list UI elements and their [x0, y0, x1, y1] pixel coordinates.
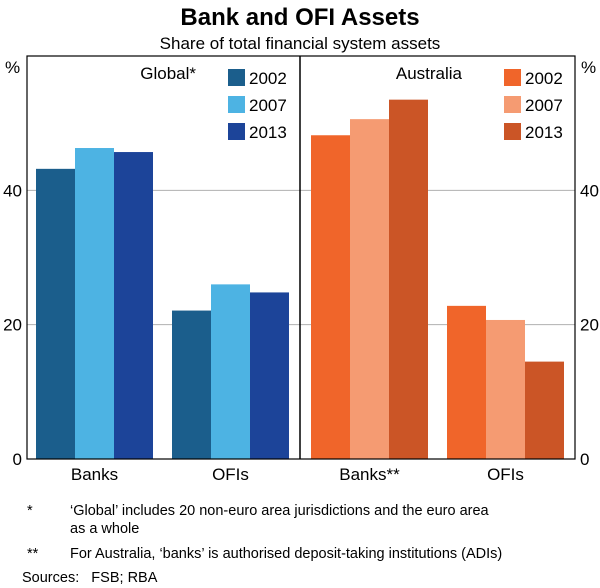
bar-2013 [250, 292, 289, 459]
y-unit-left: % [5, 58, 20, 77]
x-tick-label: Banks** [339, 465, 400, 484]
y-unit-right: % [581, 58, 596, 77]
legend-label: 2007 [249, 96, 287, 115]
bar-2007 [350, 119, 389, 460]
bar-2007 [486, 319, 525, 459]
legend-swatch [228, 96, 245, 113]
bar-2002 [447, 305, 486, 459]
bar-2002 [172, 310, 211, 459]
plot-frame [26, 55, 576, 460]
footnote-1: * ‘Global’ includes 20 non-euro area juri… [27, 502, 600, 520]
y-tick-left: 20 [3, 316, 22, 335]
footnote-2: ** For Australia, ‘banks’ is authorised d… [27, 545, 600, 563]
x-tick-label: OFIs [487, 465, 524, 484]
y-tick-right: 0 [580, 450, 589, 469]
bar-2013 [525, 361, 564, 459]
footnote-mark: ** [27, 546, 39, 562]
legend-label: 2002 [249, 69, 287, 88]
bar-2002 [36, 168, 75, 459]
x-tick-label: OFIs [212, 465, 249, 484]
bar-2007 [211, 284, 250, 459]
bar-2007 [75, 148, 114, 460]
footnote-indent [27, 520, 70, 538]
y-tick-left: 0 [13, 450, 22, 469]
legend-swatch [504, 123, 521, 140]
legend-swatch [504, 96, 521, 113]
panel-title: Australia [396, 64, 463, 83]
legend-swatch [228, 123, 245, 140]
footnote-mark: * [27, 503, 33, 519]
chart-svg: Bank and OFI Assets Share of total finan… [3, 4, 599, 484]
footnote-text-cont: as a whole [70, 521, 140, 537]
x-tick-label: Banks [71, 465, 118, 484]
y-tick-right: 40 [580, 181, 599, 200]
bar-2013 [114, 152, 153, 459]
bar-2013 [389, 99, 428, 460]
sources: Sources: FSB; RBA [22, 570, 158, 586]
footnote-1b: as a whole [27, 520, 600, 538]
footnote-text: ‘Global’ includes 20 non-euro area juris… [70, 503, 489, 519]
chart-subtitle: Share of total financial system assets [160, 34, 441, 53]
legend-label: 2002 [525, 69, 563, 88]
legend-swatch [504, 69, 521, 86]
chart-title: Bank and OFI Assets [180, 4, 419, 31]
legend-label: 2007 [525, 96, 563, 115]
y-tick-right: 20 [580, 316, 599, 335]
footnotes: * ‘Global’ includes 20 non-euro area juri… [0, 502, 600, 587]
y-tick-left: 40 [3, 181, 22, 200]
footnote-text: For Australia, ‘banks’ is authorised dep… [70, 546, 503, 562]
legend-label: 2013 [525, 123, 563, 142]
legend-label: 2013 [249, 123, 287, 142]
legend-swatch [228, 69, 245, 86]
bar-2002 [311, 135, 350, 460]
panel-title: Global* [140, 64, 196, 83]
